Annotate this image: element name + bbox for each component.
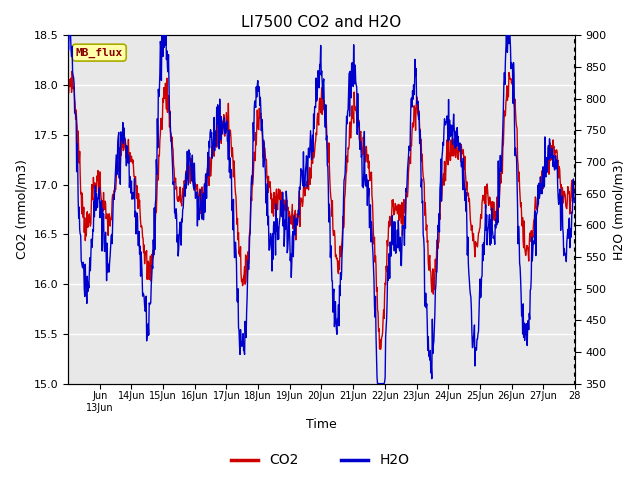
H2O <box>469 344 477 350</box>
Line: CO2: CO2 <box>68 71 575 349</box>
Y-axis label: H2O (mmol/m3): H2O (mmol/m3) <box>612 159 625 260</box>
CO2 <box>470 230 477 236</box>
H2O <box>116 145 124 151</box>
H2O <box>269 256 277 262</box>
Title: LI7500 CO2 and H2O: LI7500 CO2 and H2O <box>241 15 401 30</box>
CO2 <box>571 187 579 192</box>
Y-axis label: CO2 (mmol/m3): CO2 (mmol/m3) <box>15 159 28 259</box>
H2O <box>64 33 72 38</box>
Text: MB_flux: MB_flux <box>76 48 123 58</box>
CO2 <box>116 163 124 169</box>
CO2 <box>269 213 277 219</box>
CO2 <box>460 167 468 172</box>
CO2 <box>64 78 72 84</box>
H2O <box>571 198 579 204</box>
CO2 <box>377 347 385 352</box>
H2O <box>287 275 295 280</box>
H2O <box>413 98 420 104</box>
Line: H2O: H2O <box>68 36 575 384</box>
CO2 <box>288 212 296 218</box>
H2O <box>460 170 468 176</box>
Legend: CO2, H2O: CO2, H2O <box>225 448 415 473</box>
X-axis label: Time: Time <box>306 419 337 432</box>
H2O <box>374 381 381 386</box>
CO2 <box>68 68 76 74</box>
CO2 <box>413 94 421 100</box>
